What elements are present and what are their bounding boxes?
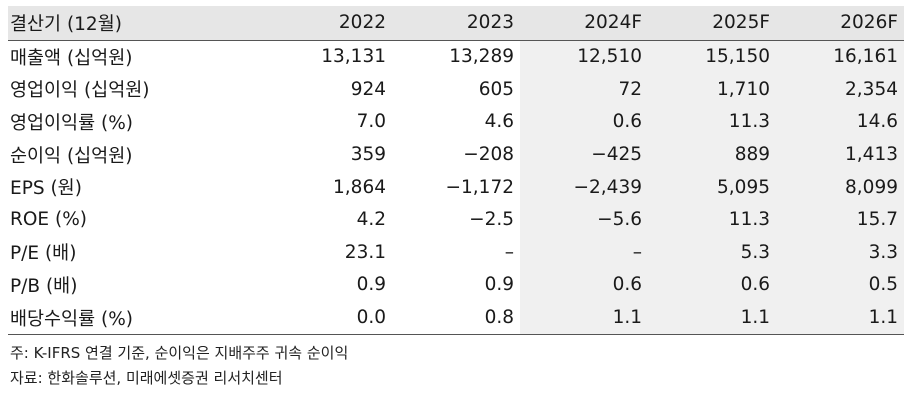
table-cell: 3.3 (776, 236, 904, 269)
header-2022: 2022 (264, 6, 392, 41)
table-cell: 23.1 (344, 241, 386, 263)
table-cell: 0.6 (520, 105, 648, 139)
row-label: 영업이익 (십억원) (10, 80, 150, 102)
table-cell: −1,172 (445, 176, 514, 198)
row-label: 배당수익률 (%) (8, 301, 264, 335)
table-cell: 11.3 (648, 203, 776, 237)
table-cell: −425 (520, 138, 648, 171)
table-cell: 1,413 (776, 138, 904, 171)
row-label: 영업이익률 (%) (10, 112, 133, 134)
table-cell: 0.6 (648, 268, 776, 302)
table-cell: – (520, 236, 648, 269)
table-cell: 0.8 (392, 301, 520, 335)
row-label: 매출액 (십억원) (10, 47, 133, 69)
table-cell: 0.5 (776, 268, 904, 302)
table-cell: 1,864 (333, 176, 386, 198)
header-2024f: 2024F (520, 6, 648, 41)
row-label: P/B (배) (10, 275, 78, 297)
table-row: 순이익 (십억원) 359 −208 −425 889 1,413 (8, 138, 904, 171)
financial-summary: 결산기 (12월) 2022 2023 2024F 2025F 2026F 매출… (8, 6, 904, 391)
table-cell: 1.1 (520, 301, 648, 335)
table-cell: −2,439 (520, 170, 648, 204)
header-2023: 2023 (392, 6, 520, 41)
table-cell: 359 (350, 144, 386, 166)
table-cell: 11.3 (648, 105, 776, 139)
table-row: P/B (배) 0.9 0.9 0.6 0.6 0.5 (8, 268, 904, 302)
table-row: 영업이익률 (%) 7.0 4.6 0.6 11.3 14.6 (8, 105, 904, 139)
table-cell: 605 (478, 78, 514, 100)
source-note: 자료: 한화솔루션, 미래에셋증권 리서치센터 (10, 368, 283, 387)
table-cell: 4.6 (484, 111, 514, 133)
table-cell: 14.6 (776, 105, 904, 139)
table-row: 매출액 (십억원) 13,131 13,289 12,510 15,150 16,161 (8, 40, 904, 74)
table-cell: 8,099 (776, 170, 904, 204)
header-2025f: 2025F (648, 6, 776, 41)
table-cell: 0.6 (520, 268, 648, 302)
table-row: EPS (원) 1,864 −1,172 −2,439 5,095 8,099 (8, 170, 904, 204)
row-label: P/E (배) (10, 243, 77, 265)
table-row: ROE (%) 4.2 −2.5 −5.6 11.3 15.7 (8, 203, 904, 237)
table-cell: 1,710 (648, 73, 776, 106)
table-cell: 924 (350, 78, 386, 100)
footnotes: 주: K-IFRS 연결 기준, 순이익은 지배주주 귀속 순이익 자료: 한화… (8, 341, 904, 391)
table-cell: 72 (520, 73, 648, 106)
table-cell: −2.5 (469, 209, 514, 231)
header-fiscal-year: 결산기 (12월) (8, 6, 264, 41)
table-cell: 4.2 (356, 209, 386, 231)
financial-table: 결산기 (12월) 2022 2023 2024F 2025F 2026F 매출… (8, 6, 904, 335)
table-cell: 5.3 (648, 236, 776, 269)
table-cell: 1.1 (776, 301, 904, 335)
table-row: 영업이익 (십억원) 924 605 72 1,710 2,354 (8, 73, 904, 106)
basis-note: 주: K-IFRS 연결 기준, 순이익은 지배주주 귀속 순이익 (10, 343, 349, 362)
table-cell: 13,131 (321, 46, 386, 68)
table-cell: 5,095 (648, 170, 776, 204)
table-cell: −208 (463, 144, 514, 166)
table-cell: 889 (648, 138, 776, 171)
table-cell: 12,510 (520, 40, 648, 74)
table-cell: 1.1 (648, 301, 776, 335)
table-cell: 15,150 (648, 40, 776, 74)
table-cell: 0.9 (356, 274, 386, 296)
row-label: EPS (원) (10, 178, 82, 200)
table-row: P/E (배) 23.1– –5.3 3.3 (8, 236, 904, 269)
table-cell: – (504, 241, 514, 263)
header-2026f: 2026F (776, 6, 904, 41)
table-cell: 7.0 (356, 111, 386, 133)
row-label: ROE (%) (10, 209, 87, 231)
table-cell: 13,289 (449, 46, 514, 68)
table-cell: 16,161 (776, 40, 904, 74)
table-row: 배당수익률 (%) 0.0 0.8 1.1 1.1 1.1 (8, 301, 904, 335)
table-cell: 0.0 (264, 301, 392, 335)
table-cell: −5.6 (520, 203, 648, 237)
table-cell: 15.7 (776, 203, 904, 237)
table-cell: 0.9 (484, 274, 514, 296)
table-cell: 2,354 (776, 73, 904, 106)
header-row: 결산기 (12월) 2022 2023 2024F 2025F 2026F (8, 6, 904, 41)
row-label: 순이익 (십억원) (10, 145, 133, 167)
